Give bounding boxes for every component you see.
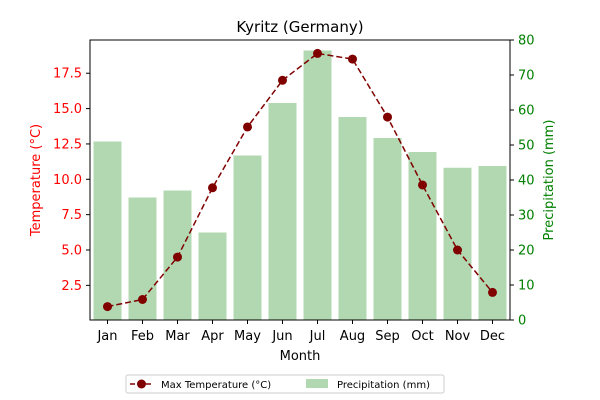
x-tick-label-oct: Oct xyxy=(411,329,433,344)
right-y-tick-label: 10 xyxy=(518,279,535,294)
x-tick-label-aug: Aug xyxy=(340,329,365,344)
x-tick-label-jun: Jun xyxy=(271,329,292,344)
precipitation-bar-jul xyxy=(303,50,332,320)
precipitation-bar-jan xyxy=(93,141,122,320)
precipitation-bar-sep xyxy=(373,138,402,320)
left-y-axis-title: Temperature (°C) xyxy=(29,124,44,237)
precipitation-bar-apr xyxy=(198,232,227,320)
temperature-point-jan xyxy=(103,302,112,312)
right-y-axis-title: Precipitation (mm) xyxy=(542,120,557,241)
left-y-tick-label: 17.5 xyxy=(53,67,82,82)
right-y-tick-label: 50 xyxy=(518,139,535,154)
x-tick-label-jul: Jul xyxy=(309,329,326,344)
temperature-point-dec xyxy=(488,287,497,297)
temperature-point-may xyxy=(243,122,252,132)
x-tick-label-feb: Feb xyxy=(131,329,154,344)
temperature-point-apr xyxy=(208,183,217,193)
precipitation-bar-jun xyxy=(268,103,297,320)
temperature-point-jun xyxy=(278,75,287,85)
temperature-point-mar xyxy=(173,252,182,262)
legend-frame xyxy=(125,374,445,394)
left-y-tick-label: 2.5 xyxy=(61,279,82,294)
left-y-tick-label: 7.5 xyxy=(61,208,82,223)
right-y-tick-label: 0 xyxy=(518,314,526,329)
legend-temperature-marker xyxy=(137,379,146,389)
precipitation-bar-may xyxy=(233,155,262,320)
legend-label-precipitation: Precipitation (mm) xyxy=(337,380,430,391)
temperature-point-nov xyxy=(453,245,462,255)
left-y-tick-label: 5.0 xyxy=(61,244,82,259)
x-axis-title: Month xyxy=(280,349,321,364)
temperature-line-series xyxy=(103,48,497,312)
temperature-point-jul xyxy=(313,48,322,58)
x-tick-label-nov: Nov xyxy=(445,329,471,344)
x-tick-label-apr: Apr xyxy=(201,329,224,344)
precipitation-bar-aug xyxy=(338,117,367,320)
right-y-tick-label: 20 xyxy=(518,244,535,259)
right-y-tick-label: 60 xyxy=(518,104,535,119)
precipitation-bar-oct xyxy=(408,152,437,320)
temperature-point-aug xyxy=(348,54,357,64)
left-y-tick-label: 10.0 xyxy=(53,173,82,188)
left-y-tick-label: 12.5 xyxy=(53,137,82,152)
temperature-line xyxy=(107,52,494,308)
right-y-tick-label: 30 xyxy=(518,209,535,224)
x-tick-label-mar: Mar xyxy=(165,329,190,344)
legend-precipitation-swatch xyxy=(306,379,328,388)
chart-title: Kyritz (Germany) xyxy=(236,18,363,36)
temperature-point-feb xyxy=(138,294,147,304)
x-tick-label-dec: Dec xyxy=(480,329,505,344)
axes: Jan Feb Mar Apr May Jun Jul Aug Sep Oct Nov Dec 2.5 5… xyxy=(53,34,535,345)
chart-legend: Max Temperature (°C) Precipitation (mm) xyxy=(125,374,445,394)
right-y-tick-label: 80 xyxy=(518,34,535,49)
precipitation-bars xyxy=(93,50,507,320)
legend-label-temperature: Max Temperature (°C) xyxy=(161,380,271,391)
x-tick-label-sep: Sep xyxy=(375,329,400,344)
x-tick-label-may: May xyxy=(234,329,261,344)
temperature-point-sep xyxy=(383,112,392,122)
temperature-point-oct xyxy=(418,180,427,190)
right-y-tick-label: 40 xyxy=(518,174,535,189)
x-tick-label-jan: Jan xyxy=(96,329,117,344)
precipitation-bar-nov xyxy=(443,167,472,320)
right-y-tick-label: 70 xyxy=(518,69,535,84)
left-y-tick-label: 15.0 xyxy=(53,102,82,117)
